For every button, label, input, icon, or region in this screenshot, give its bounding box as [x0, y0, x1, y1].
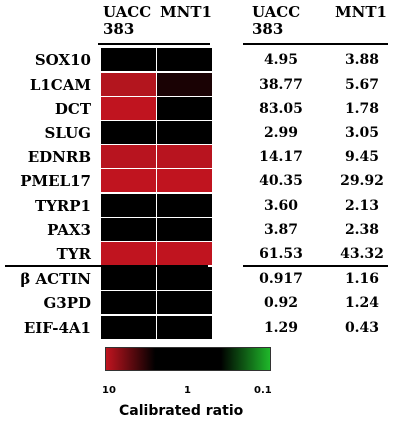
color-scale-bar: [105, 347, 271, 371]
ratio-value: 3.87: [263, 222, 299, 238]
ratio-value: 14.17: [259, 149, 303, 165]
ratio-value: 3.05: [344, 125, 380, 141]
ratio-value: 40.35: [259, 173, 303, 189]
ratio-value: 0.92: [263, 295, 299, 311]
ratio-value: 0.917: [259, 271, 303, 287]
scale-tick-low: 0.1: [254, 385, 272, 396]
heatmap-cell: [157, 48, 212, 71]
group-divider-right: [243, 265, 388, 267]
ratio-value: 1.29: [263, 320, 299, 336]
gene-label: TYRP1: [34, 197, 91, 215]
heatmap-cell: [101, 291, 156, 314]
gene-label: PMEL17: [20, 172, 91, 190]
heatmap-cell: [101, 145, 156, 168]
group-divider-left: [5, 265, 208, 267]
heatmap-cell: [157, 194, 212, 217]
heatmap-cell: [101, 218, 156, 241]
values-col-header-uacc: UACC 383: [252, 3, 301, 38]
heatmap-cell: [157, 218, 212, 241]
heatmap-col-header-mnt1: MNT1: [160, 3, 212, 21]
values-col-header-mnt1: MNT1: [335, 3, 387, 21]
gene-label: PAX3: [47, 221, 91, 239]
ratio-value: 1.24: [344, 295, 380, 311]
ratio-value: 2.13: [344, 198, 380, 214]
heatmap-cell: [157, 291, 212, 314]
ratio-value: 4.95: [263, 52, 299, 68]
ratio-value: 61.53: [259, 246, 303, 262]
ratio-value: 3.88: [344, 52, 380, 68]
heatmap-cell: [101, 169, 156, 192]
heatmap-cell: [157, 267, 212, 290]
heatmap-cell: [101, 194, 156, 217]
heatmap-cell: [101, 316, 156, 339]
ratio-value: 1.78: [344, 101, 380, 117]
ratio-value: 3.60: [263, 198, 299, 214]
gene-label: DCT: [54, 100, 91, 118]
gene-label: L1CAM: [29, 76, 91, 94]
heatmap-cell: [101, 121, 156, 144]
ratio-value: 38.77: [259, 77, 303, 93]
heatmap-col-header-uacc: UACC 383: [103, 3, 152, 38]
gene-label: EIF-4A1: [23, 319, 91, 337]
gene-label: EDNRB: [27, 148, 91, 166]
gene-label: G3PD: [43, 294, 91, 312]
ratio-value: 83.05: [259, 101, 303, 117]
heatmap-cell: [157, 97, 212, 120]
gene-label: SLUG: [44, 124, 91, 142]
scale-tick-high: 10: [102, 385, 116, 396]
header-rule-left: [98, 43, 210, 45]
heatmap-cell: [157, 316, 212, 339]
heatmap-cell: [157, 121, 212, 144]
ratio-value: 9.45: [344, 149, 380, 165]
gene-label: β ACTIN: [20, 270, 91, 288]
heatmap-cell: [101, 97, 156, 120]
ratio-value: 0.43: [344, 320, 380, 336]
ratio-value: 2.38: [344, 222, 380, 238]
gene-label: TYR: [56, 245, 91, 263]
ratio-value: 1.16: [344, 271, 380, 287]
scale-tick-mid: 1: [184, 385, 191, 396]
gene-label: SOX10: [34, 51, 91, 69]
ratio-value: 5.67: [344, 77, 380, 93]
heatmap-cell: [101, 267, 156, 290]
heatmap-cell: [157, 145, 212, 168]
heatmap-cell: [157, 242, 212, 265]
scale-caption: Calibrated ratio: [119, 403, 244, 419]
heatmap-cell: [101, 48, 156, 71]
heatmap-cell: [157, 169, 212, 192]
heatmap-cell: [157, 73, 212, 96]
ratio-value: 29.92: [340, 173, 384, 189]
ratio-value: 2.99: [263, 125, 299, 141]
heatmap-cell: [101, 73, 156, 96]
heatmap-cell: [101, 242, 156, 265]
ratio-value: 43.32: [340, 246, 384, 262]
header-rule-right: [243, 43, 388, 45]
